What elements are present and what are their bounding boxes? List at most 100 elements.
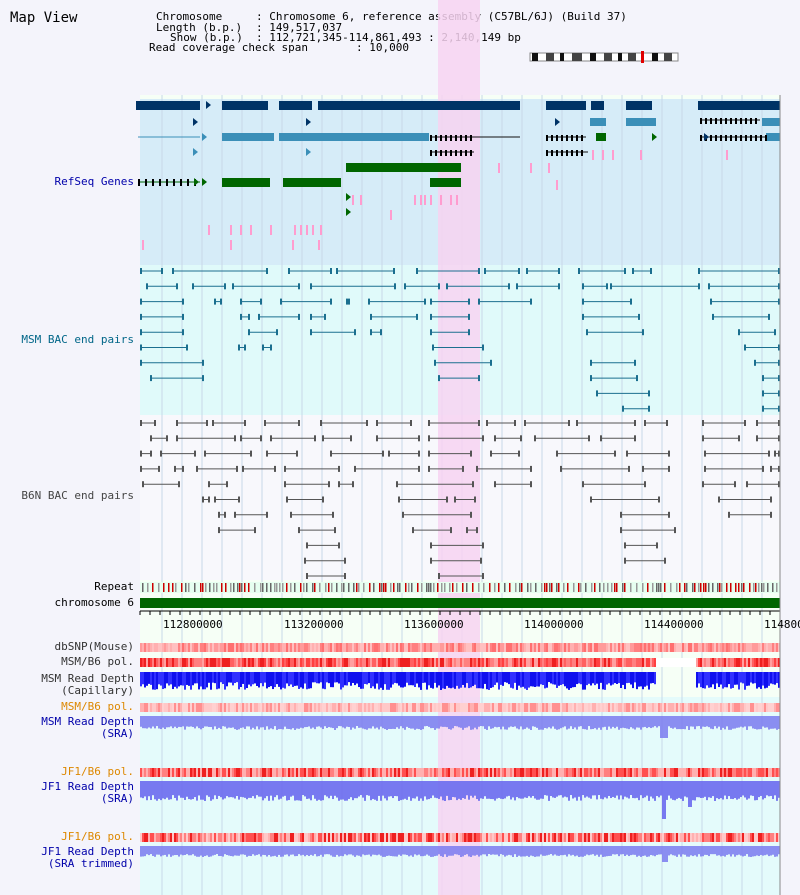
b6n-bac-end <box>624 542 626 549</box>
msm-depth-capillary-bar <box>346 672 348 686</box>
jf1-pol-heat-cell <box>756 768 758 777</box>
track-label-msm-depth-cap[interactable]: MSM Read Depth <box>41 672 134 685</box>
msm-depth-capillary-bar <box>432 672 434 689</box>
msm-pol2-heat-cell <box>422 703 424 712</box>
jf1-pol2-heat-cell <box>228 833 230 842</box>
jf1-pol2-heat-cell <box>614 833 616 842</box>
msm-depth-sra-bar <box>476 716 478 730</box>
msm-pol2-heat-cell <box>154 703 156 712</box>
track-label-msm-pol-2[interactable]: MSM/B6 pol. <box>61 700 134 713</box>
jf1-depth-sra-bar <box>140 781 142 798</box>
jf1-pol2-heat-cell <box>366 833 368 842</box>
msm-bac-end <box>632 268 634 274</box>
jf1-pol2-heat-cell <box>388 833 390 842</box>
jf1-pol2-heat-cell <box>300 833 302 842</box>
msm-bac-end <box>182 313 184 320</box>
msm-pol-heat-cell <box>404 658 406 667</box>
jf1-depth-trim-bar <box>340 846 342 856</box>
jf1-depth-trim-bar <box>382 846 384 857</box>
track-label-msm-pol[interactable]: MSM/B6 pol. <box>61 655 134 668</box>
msm-depth-capillary-bar <box>632 672 634 689</box>
jf1-pol-heat-cell <box>636 768 638 777</box>
dbsnp-heat-cell <box>574 643 576 652</box>
msm-pol2-heat-cell <box>390 703 392 712</box>
jf1-depth-sra-bar <box>586 781 588 797</box>
jf1-depth-sra-bar <box>630 781 632 796</box>
msm-pol2-heat-cell <box>342 703 344 712</box>
track-label-jf1-depth-sra[interactable]: JF1 Read Depth <box>41 780 134 793</box>
jf1-pol-heat-cell <box>222 768 224 777</box>
dbsnp-heat-cell <box>526 643 528 652</box>
jf1-pol-heat-cell <box>550 768 552 777</box>
jf1-pol-heat-cell <box>238 768 240 777</box>
dbsnp-heat-cell <box>514 643 516 652</box>
msm-depth-sra-bar <box>282 716 284 730</box>
msm-depth-capillary-bar <box>728 672 730 685</box>
jf1-depth-trim-bar <box>634 846 636 855</box>
msm-depth-sra-bar <box>296 716 298 729</box>
jf1-pol-heat-cell <box>642 768 644 777</box>
jf1-depth-sra-bar <box>412 781 414 799</box>
jf1-depth-sra-bar <box>520 781 522 799</box>
jf1-depth-sra-bar <box>776 781 778 801</box>
msm-depth-sra-bar <box>378 716 380 730</box>
jf1-pol-heat-cell <box>350 768 352 777</box>
jf1-depth-sra-bar <box>536 781 538 800</box>
track-label-dbsnp[interactable]: dbSNP(Mouse) <box>54 640 134 653</box>
jf1-depth-trim-bar <box>302 846 304 855</box>
jf1-depth-sra-bar <box>264 781 266 799</box>
track-label-msm-depth-sra[interactable]: MSM Read Depth <box>41 715 134 728</box>
msm-depth-capillary-bar <box>222 672 224 685</box>
jf1-pol2-heat-cell <box>554 833 556 842</box>
msm-depth-capillary-bar <box>754 672 756 684</box>
jf1-pol2-heat-cell <box>246 833 248 842</box>
dbsnp-heat-cell <box>470 643 472 652</box>
jf1-pol-heat-cell <box>418 768 420 777</box>
msm-depth-sra-bar <box>610 716 612 729</box>
msm-pol2-heat-cell <box>242 703 244 712</box>
msm-pol-heat-cell <box>212 658 214 667</box>
msm-bac-end <box>368 298 370 305</box>
track-label-jf1-pol-2[interactable]: JF1/B6 pol. <box>61 830 134 843</box>
jf1-pol-heat-cell <box>594 768 596 777</box>
jf1-pol-heat-cell <box>206 768 208 777</box>
jf1-pol2-heat-cell <box>430 833 432 842</box>
dbsnp-heat-cell <box>734 643 736 652</box>
msm-depth-sra-bar <box>488 716 490 727</box>
msm-bac-end <box>446 283 448 290</box>
jf1-depth-trim-bar <box>496 846 498 855</box>
b6n-bac-end <box>734 481 736 488</box>
track-label-jf1-pol[interactable]: JF1/B6 pol. <box>61 765 134 778</box>
jf1-depth-trim-bar <box>672 846 674 856</box>
msm-bac-end <box>310 283 312 290</box>
jf1-depth-trim-bar <box>650 846 652 856</box>
b6n-bac-end <box>354 465 356 472</box>
refseq-pink-mark <box>726 150 728 160</box>
dbsnp-heat-cell <box>722 643 724 652</box>
msm-depth-sra-bar <box>704 716 706 727</box>
jf1-pol-heat-cell <box>746 768 748 777</box>
track-label-jf1-depth-trim[interactable]: JF1 Read Depth <box>41 845 134 858</box>
jf1-pol-heat-cell <box>584 768 586 777</box>
msm-depth-capillary-bar <box>298 672 300 689</box>
track-label-refseq-genes[interactable]: RefSeq Genes <box>54 175 134 188</box>
msm-pol2-heat-cell <box>516 703 518 712</box>
jf1-depth-trim-bar <box>772 846 774 855</box>
jf1-pol2-heat-cell <box>540 833 542 842</box>
msm-bac-end <box>508 283 510 290</box>
dbsnp-heat-cell <box>402 643 404 652</box>
jf1-pol-heat-cell <box>278 768 280 777</box>
jf1-depth-sra-bar <box>280 781 282 799</box>
msm-depth-sra-bar <box>544 716 546 728</box>
msm-depth-sra-bar <box>708 716 710 728</box>
refseq-exon-tick <box>180 179 182 186</box>
jf1-depth-trim-bar <box>500 846 502 855</box>
msm-depth-sra-bar <box>640 716 642 730</box>
msm-depth-sra-bar <box>568 716 570 729</box>
track-label-b6n-bac[interactable]: B6N BAC end pairs <box>21 489 134 502</box>
jf1-pol2-heat-cell <box>658 833 660 842</box>
track-label-msm-bac[interactable]: MSM BAC end pairs <box>21 333 134 346</box>
msm-pol-heat-cell <box>254 658 256 667</box>
dbsnp-heat-cell <box>524 643 526 652</box>
